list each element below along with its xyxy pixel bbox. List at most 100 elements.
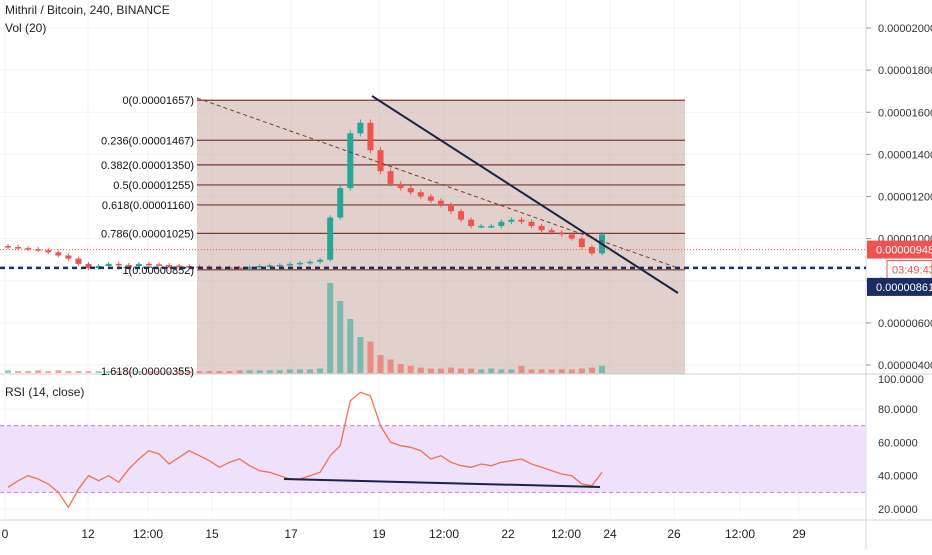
- rsi-axis-tick-label: 20.0000: [878, 504, 918, 516]
- volume-bar: [488, 368, 495, 373]
- volume-bar: [498, 369, 505, 373]
- volume-bar: [397, 364, 404, 373]
- drawings[interactable]: [0, 95, 866, 294]
- volume-bar: [256, 370, 263, 373]
- time-axis-tick-label: 29: [792, 527, 806, 541]
- volume-bars: [5, 283, 605, 373]
- candle-body: [236, 267, 243, 270]
- volume-bar: [478, 369, 485, 373]
- volume-bar: [367, 341, 374, 373]
- volume-bar: [599, 365, 605, 373]
- volume-bar: [508, 369, 515, 373]
- candle-body: [518, 219, 525, 222]
- volume-bar: [538, 369, 545, 373]
- price-axis-tick-label: 0.00001600: [878, 107, 932, 119]
- fib-level-label: 0.5(0.00001255): [113, 180, 194, 192]
- candle-body: [156, 264, 163, 266]
- down-trendline: [371, 95, 679, 294]
- candle-body: [447, 204, 454, 212]
- volume-bar: [417, 367, 424, 373]
- volume-bar: [296, 369, 303, 373]
- candle-body: [25, 248, 32, 250]
- volume-bar: [15, 371, 22, 373]
- price-axis-tick-label: 0.00001800: [878, 65, 932, 77]
- rsi-axis-tick-label: 60.0000: [878, 437, 918, 449]
- rsi-axis-tick-label: 80.0000: [878, 404, 918, 416]
- candle-body: [125, 264, 132, 267]
- volume-bar: [186, 371, 193, 373]
- symbol-title[interactable]: Mithril / Bitcoin, 240, BINANCE: [5, 3, 170, 17]
- candle-body: [488, 225, 495, 228]
- volume-bar: [447, 367, 454, 373]
- volume-bar: [85, 371, 92, 373]
- rsi-panel[interactable]: [0, 391, 866, 509]
- line-price-box: [867, 277, 932, 296]
- volume-bar: [236, 370, 243, 373]
- bar-countdown-value: 03:49:43: [892, 265, 932, 277]
- volume-bar: [317, 368, 324, 373]
- candle-body: [458, 211, 465, 220]
- price-axis-tick-label: 0.00001400: [878, 149, 932, 161]
- candle-body: [176, 265, 183, 268]
- fib-level-label: 0(0.00001657): [122, 95, 194, 107]
- time-axis-tick-label: 12: [81, 527, 95, 541]
- volume-bar: [156, 371, 163, 373]
- volume-bar: [246, 370, 253, 373]
- candle-body: [347, 133, 354, 189]
- volume-bar: [145, 371, 152, 373]
- volume-bar: [307, 369, 314, 373]
- candle-body: [588, 247, 595, 254]
- time-axis-tick-label: 19: [372, 527, 386, 541]
- time-axis-tick-label: 24: [603, 527, 617, 541]
- time-axis-tick-label: 22: [501, 527, 515, 541]
- price-axis-tick-label: 0.00000600: [878, 318, 932, 330]
- candle-body: [55, 252, 62, 256]
- time-axis-tick-label: 12:00: [133, 527, 163, 541]
- volume-bar: [135, 371, 142, 373]
- candle-body: [367, 122, 374, 151]
- rsi-band: [0, 425, 866, 493]
- time-axis-tick-label: 12:00: [429, 527, 459, 541]
- candle-body: [5, 246, 11, 248]
- last-price-box: [867, 240, 932, 259]
- candle-body: [568, 234, 575, 239]
- candle-body: [246, 267, 253, 269]
- candle-body: [296, 262, 303, 265]
- candle-body: [286, 263, 293, 266]
- volume-bar: [75, 371, 82, 373]
- volume-bar: [25, 371, 32, 373]
- volume-bar: [437, 368, 444, 373]
- candle-body: [538, 225, 545, 231]
- volume-bar: [387, 359, 394, 373]
- candle-body: [548, 230, 555, 233]
- candle-body: [115, 263, 122, 266]
- volume-indicator-label[interactable]: Vol (20): [5, 21, 47, 35]
- time-axis-tick-label: 12:00: [725, 527, 755, 541]
- rsi-indicator-label[interactable]: RSI (14, close): [5, 385, 85, 399]
- candle-body: [478, 225, 485, 228]
- candle-body: [45, 250, 52, 253]
- volume-bar: [65, 371, 72, 373]
- candle-body: [508, 219, 515, 222]
- volume-bar: [558, 369, 565, 373]
- candle-body: [337, 188, 344, 218]
- volume-bar: [166, 371, 173, 373]
- candle-body: [427, 196, 434, 201]
- volume-bar: [216, 371, 223, 373]
- time-axis-tick-label: 12:00: [551, 527, 581, 541]
- rsi-divergence-trendline: [283, 478, 601, 488]
- candle-body: [468, 219, 475, 226]
- volume-bar: [55, 370, 62, 373]
- time-axis[interactable]: 0 12 12:00 15 17 19 12:00 22 12:00 24 26 12:00 29: [2, 527, 806, 541]
- time-axis-tick-label: 15: [205, 527, 219, 541]
- candle-body: [317, 259, 324, 262]
- volume-bar: [105, 371, 112, 373]
- candle-body: [75, 258, 82, 264]
- fib-level-label: 0.618(0.00001160): [102, 200, 194, 212]
- candle-body: [327, 217, 334, 260]
- candle-body: [578, 238, 585, 248]
- price-labels: 0.00000948 03:49:43 0.00000861: [867, 240, 932, 296]
- volume-bar: [95, 371, 102, 373]
